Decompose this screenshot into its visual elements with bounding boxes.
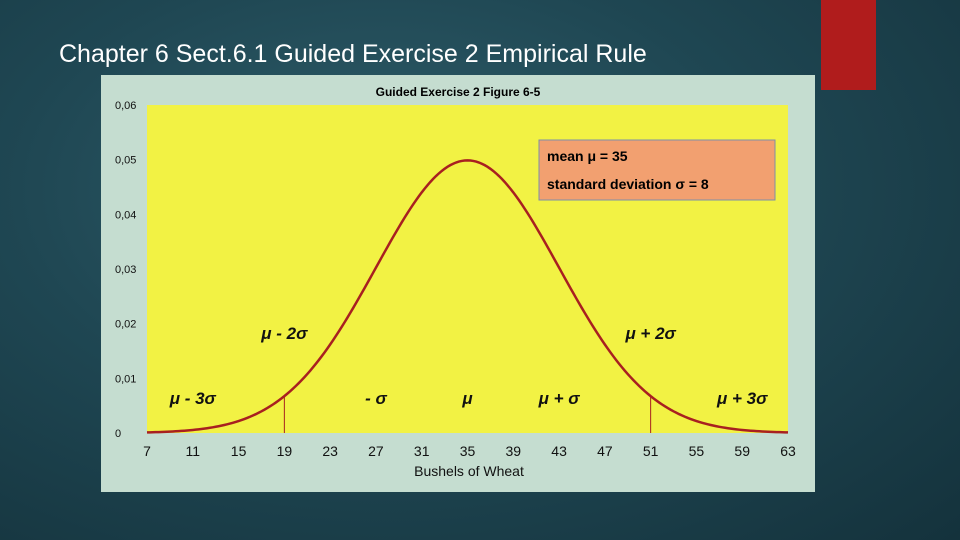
x-axis-label: Bushels of Wheat — [414, 463, 524, 479]
x-axis-ticks: 7 11 15 19 23 27 31 35 39 43 47 51 55 59 63 — [143, 443, 796, 459]
x-tick-label: 27 — [368, 443, 384, 459]
y-tick-label: 0,01 — [115, 373, 136, 385]
x-tick-label: 19 — [277, 443, 293, 459]
y-tick-label: 0 — [115, 428, 121, 440]
x-tick-label: 15 — [231, 443, 247, 459]
x-tick-label: 43 — [551, 443, 567, 459]
info-box: mean μ = 35 standard deviation σ = 8 — [538, 139, 776, 201]
x-tick-label: 47 — [597, 443, 613, 459]
x-tick-label: 35 — [460, 443, 476, 459]
x-tick-label: 39 — [505, 443, 521, 459]
y-tick-label: 0,05 — [115, 155, 136, 167]
accent-bar — [821, 0, 876, 90]
y-axis-ticks: 0 0,01 0,02 0,03 0,04 0,05 0,06 — [115, 100, 136, 440]
info-box-std: standard deviation σ = 8 — [547, 176, 709, 192]
y-tick-label: 0,04 — [115, 209, 136, 221]
x-tick-label: 23 — [322, 443, 338, 459]
x-tick-label: 7 — [143, 443, 151, 459]
y-tick-label: 0,03 — [115, 264, 136, 276]
chart-title: Guided Exercise 2 Figure 6-5 — [376, 85, 541, 99]
y-tick-label: 0,02 — [115, 319, 136, 331]
x-tick-label: 63 — [780, 443, 796, 459]
sigma-annotation: μ + σ — [538, 389, 581, 408]
x-tick-label: 51 — [643, 443, 659, 459]
sigma-annotations: μ - 3σ - σ μ μ + σ μ + 3σ — [169, 389, 768, 408]
x-tick-label: 11 — [186, 443, 201, 459]
x-tick-label: 55 — [689, 443, 705, 459]
info-box-mean: mean μ = 35 — [547, 148, 628, 164]
x-tick-label: 59 — [734, 443, 750, 459]
normal-distribution-chart: Guided Exercise 2 Figure 6-5 0 0,01 0,02 0,… — [115, 85, 796, 479]
reference-lines: μ - 2σ μ + 2σ — [260, 324, 677, 433]
reference-line-label: μ + 2σ — [624, 324, 676, 343]
normal-curve — [146, 159, 789, 434]
info-box-background — [538, 139, 776, 201]
y-tick-label: 0,06 — [115, 100, 136, 112]
x-tick-label: 31 — [414, 443, 430, 459]
reference-line-label: μ - 2σ — [260, 324, 308, 343]
sigma-annotation: μ - 3σ — [169, 389, 217, 408]
chart-panel: Guided Exercise 2 Figure 6-5 0 0,01 0,02 0,… — [101, 75, 815, 492]
sigma-annotation: - σ — [365, 389, 387, 408]
sigma-annotation: μ — [461, 389, 473, 408]
sigma-annotation: μ + 3σ — [716, 389, 768, 408]
slide-title: Chapter 6 Sect.6.1 Guided Exercise 2 Emp… — [59, 40, 647, 68]
